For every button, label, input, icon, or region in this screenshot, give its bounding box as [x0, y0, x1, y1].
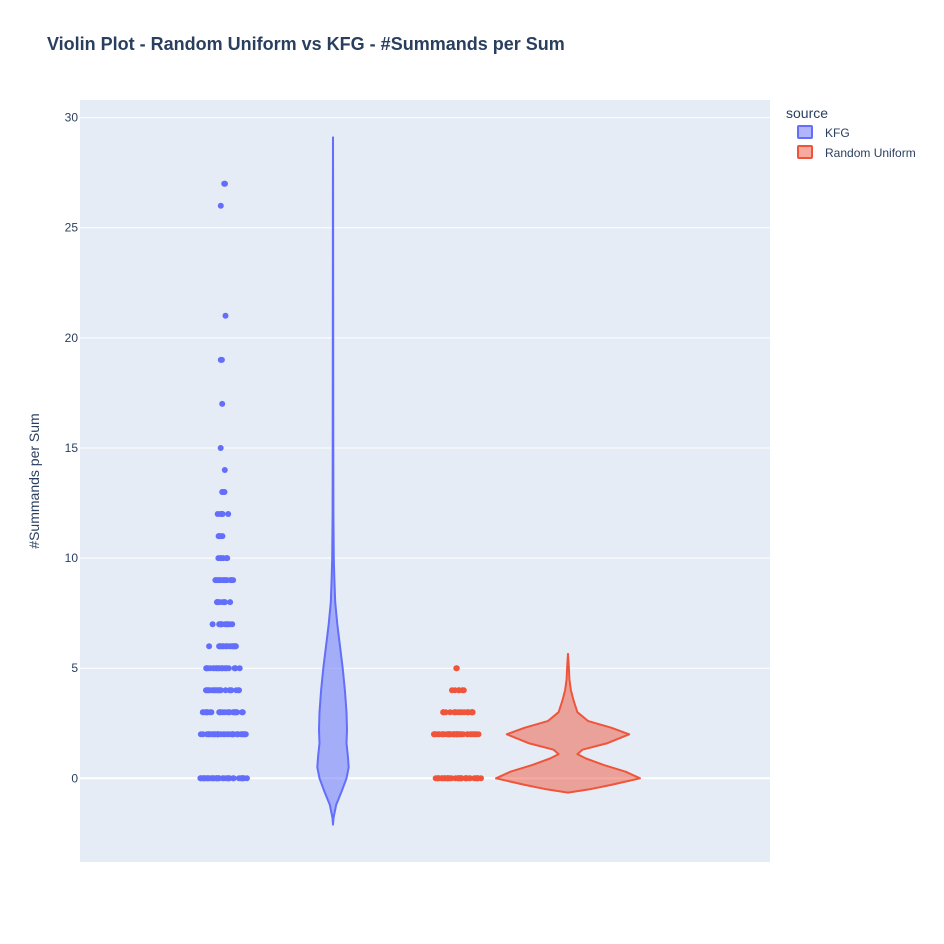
data-point — [206, 643, 213, 650]
legend-title: source — [786, 105, 828, 121]
data-point — [221, 467, 228, 473]
gridlines — [80, 117, 770, 780]
points — [197, 180, 484, 782]
data-point — [449, 687, 455, 694]
data-point — [220, 555, 227, 562]
data-point — [438, 731, 445, 738]
data-point — [206, 731, 213, 738]
data-point — [232, 665, 239, 672]
legend-label-random-uniform: Random Uniform — [825, 146, 916, 160]
y-tick-label: 5 — [71, 661, 78, 675]
data-point — [220, 643, 227, 650]
data-point — [214, 731, 221, 738]
data-point — [455, 709, 462, 716]
violins — [316, 136, 641, 826]
data-point — [232, 643, 239, 650]
data-point — [224, 775, 231, 782]
data-point — [467, 731, 474, 738]
data-point — [219, 400, 226, 407]
data-point — [461, 709, 468, 716]
data-point — [227, 599, 234, 606]
data-point — [212, 687, 219, 694]
data-point — [460, 731, 467, 738]
legend-item-kfg[interactable]: KFG — [797, 125, 850, 140]
data-point — [228, 643, 235, 650]
data-point — [204, 775, 211, 782]
data-point — [456, 687, 462, 694]
data-point — [474, 775, 481, 782]
data-point — [451, 709, 458, 716]
y-tick-label: 10 — [65, 551, 79, 565]
data-point — [222, 180, 228, 187]
data-point — [229, 731, 235, 738]
data-point — [220, 489, 226, 495]
data-point — [462, 775, 469, 782]
data-point — [226, 687, 233, 694]
data-point — [236, 665, 243, 672]
y-tick-label: 0 — [71, 771, 78, 785]
data-point — [229, 621, 236, 628]
data-point — [225, 511, 232, 517]
data-point — [239, 709, 246, 716]
legend-swatch-random-uniform — [797, 145, 813, 159]
data-point — [214, 511, 221, 517]
legend-swatch-kfg — [797, 125, 813, 139]
y-tick-label: 30 — [65, 111, 79, 125]
data-point — [469, 709, 476, 716]
data-point — [227, 577, 234, 584]
data-point — [222, 312, 229, 319]
y-axis-title: #Summands per Sum — [26, 413, 42, 548]
data-point — [444, 775, 451, 782]
data-point — [447, 709, 454, 716]
data-point — [223, 621, 230, 628]
legend[interactable]: source KFG Random Uniform — [786, 105, 916, 160]
data-point — [453, 665, 460, 672]
data-point — [216, 577, 223, 584]
y-axis-ticks: 0 5 10 15 20 25 30 — [65, 111, 79, 786]
data-point — [231, 709, 238, 716]
data-point — [218, 665, 225, 672]
violin-kfg[interactable] — [316, 136, 350, 826]
data-point — [204, 687, 211, 694]
data-point — [218, 356, 225, 363]
data-point — [223, 665, 230, 672]
data-point — [217, 533, 224, 540]
data-point — [431, 731, 438, 738]
data-point — [452, 731, 459, 738]
data-point — [205, 665, 211, 672]
data-point — [209, 775, 216, 782]
legend-label-kfg: KFG — [825, 126, 850, 140]
data-point — [218, 621, 225, 628]
data-point — [434, 775, 441, 782]
data-point — [239, 775, 246, 782]
data-point — [209, 621, 216, 628]
y-tick-label: 25 — [65, 221, 79, 235]
data-point — [234, 731, 241, 738]
data-point — [216, 599, 223, 606]
data-point — [197, 775, 204, 782]
data-point — [197, 731, 204, 738]
data-point — [199, 709, 206, 716]
data-point — [217, 709, 224, 716]
data-point — [243, 775, 250, 782]
violin-random-uniform[interactable] — [495, 652, 641, 794]
data-point — [475, 731, 482, 738]
data-point — [221, 577, 227, 584]
data-point — [213, 775, 220, 782]
data-point — [460, 687, 467, 694]
data-point — [241, 731, 248, 738]
data-point — [217, 445, 224, 451]
data-point — [442, 709, 449, 716]
data-point — [233, 687, 240, 694]
data-point — [455, 775, 462, 782]
data-point — [221, 731, 228, 738]
chart-title: Violin Plot - Random Uniform vs KFG - #S… — [47, 34, 565, 54]
plot-area — [80, 100, 770, 862]
y-tick-label: 15 — [65, 441, 79, 455]
data-point — [217, 202, 224, 209]
data-point — [224, 709, 231, 716]
y-tick-label: 20 — [65, 331, 79, 345]
legend-item-random-uniform[interactable]: Random Uniform — [797, 145, 916, 160]
